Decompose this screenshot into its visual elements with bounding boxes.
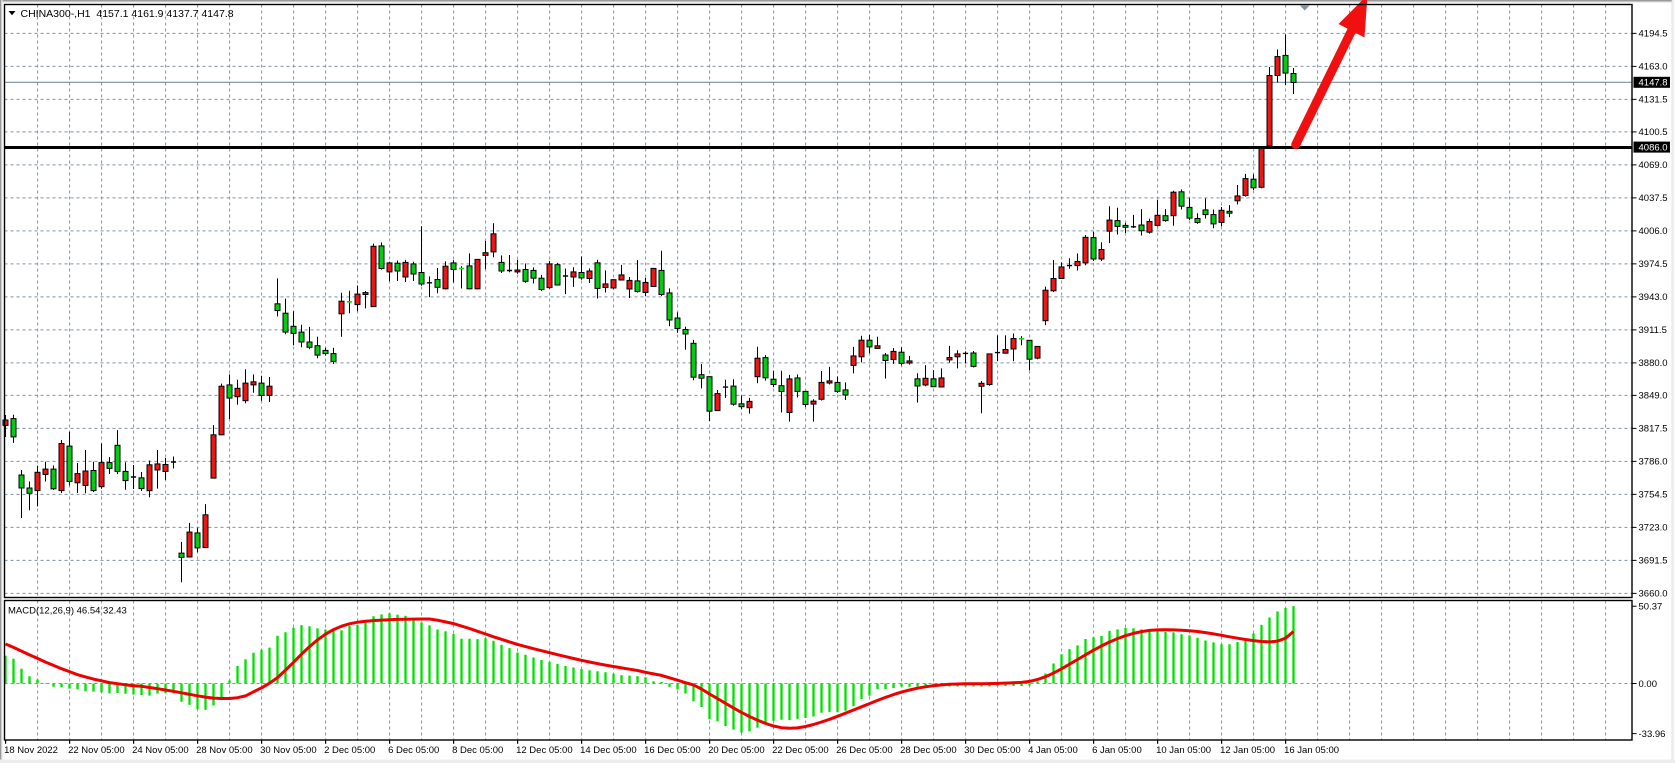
svg-text:24 Nov 05:00: 24 Nov 05:00 [132, 745, 189, 756]
svg-text:18 Nov 2022: 18 Nov 2022 [4, 745, 58, 756]
svg-text:3723.0: 3723.0 [1639, 523, 1668, 534]
svg-text:4037.5: 4037.5 [1639, 193, 1668, 204]
svg-text:4194.5: 4194.5 [1639, 29, 1668, 40]
svg-text:4163.0: 4163.0 [1639, 62, 1668, 73]
svg-text:22 Nov 05:00: 22 Nov 05:00 [68, 745, 125, 756]
svg-text:3817.5: 3817.5 [1639, 424, 1668, 435]
svg-text:50.37: 50.37 [1639, 602, 1663, 613]
svg-text:CHINA300-,H1 4157.1 4161.9 41: CHINA300-,H1 4157.1 4161.9 4137.7 4147.8 [21, 8, 234, 20]
svg-text:3849.0: 3849.0 [1639, 391, 1668, 402]
svg-text:3880.0: 3880.0 [1639, 358, 1668, 369]
svg-text:4006.0: 4006.0 [1639, 226, 1668, 237]
svg-text:16 Jan 05:00: 16 Jan 05:00 [1284, 745, 1339, 756]
svg-text:3943.0: 3943.0 [1639, 292, 1668, 303]
svg-text:4100.5: 4100.5 [1639, 127, 1668, 138]
svg-text:28 Dec 05:00: 28 Dec 05:00 [900, 745, 957, 756]
svg-text:8 Dec 05:00: 8 Dec 05:00 [452, 745, 503, 756]
svg-text:3754.5: 3754.5 [1639, 490, 1668, 501]
svg-text:30 Dec 05:00: 30 Dec 05:00 [964, 745, 1021, 756]
svg-text:20 Dec 05:00: 20 Dec 05:00 [708, 745, 765, 756]
svg-text:4069.0: 4069.0 [1639, 160, 1668, 171]
svg-text:12 Dec 05:00: 12 Dec 05:00 [516, 745, 573, 756]
svg-text:4131.5: 4131.5 [1639, 95, 1668, 106]
svg-text:10 Jan 05:00: 10 Jan 05:00 [1156, 745, 1211, 756]
svg-text:30 Nov 05:00: 30 Nov 05:00 [260, 745, 317, 756]
svg-text:26 Dec 05:00: 26 Dec 05:00 [836, 745, 893, 756]
svg-text:3911.5: 3911.5 [1639, 325, 1667, 336]
svg-text:3691.5: 3691.5 [1639, 556, 1668, 567]
svg-text:6 Dec 05:00: 6 Dec 05:00 [388, 745, 439, 756]
svg-text:MACD(12,26,9) 46.54 32.43: MACD(12,26,9) 46.54 32.43 [8, 606, 127, 617]
svg-text:22 Dec 05:00: 22 Dec 05:00 [772, 745, 829, 756]
svg-text:12 Jan 05:00: 12 Jan 05:00 [1220, 745, 1275, 756]
svg-text:4147.8: 4147.8 [1639, 78, 1668, 89]
svg-text:28 Nov 05:00: 28 Nov 05:00 [196, 745, 253, 756]
svg-text:16 Dec 05:00: 16 Dec 05:00 [644, 745, 701, 756]
svg-text:4086.0: 4086.0 [1639, 142, 1668, 153]
svg-text:14 Dec 05:00: 14 Dec 05:00 [580, 745, 637, 756]
svg-text:3974.5: 3974.5 [1639, 259, 1668, 270]
svg-text:3660.0: 3660.0 [1639, 589, 1668, 600]
svg-text:6 Jan 05:00: 6 Jan 05:00 [1092, 745, 1142, 756]
svg-text:3786.0: 3786.0 [1639, 457, 1668, 468]
svg-text:-33.96: -33.96 [1639, 729, 1666, 740]
svg-text:0.00: 0.00 [1639, 679, 1658, 690]
svg-text:4 Jan 05:00: 4 Jan 05:00 [1028, 745, 1078, 756]
svg-text:2 Dec 05:00: 2 Dec 05:00 [324, 745, 375, 756]
